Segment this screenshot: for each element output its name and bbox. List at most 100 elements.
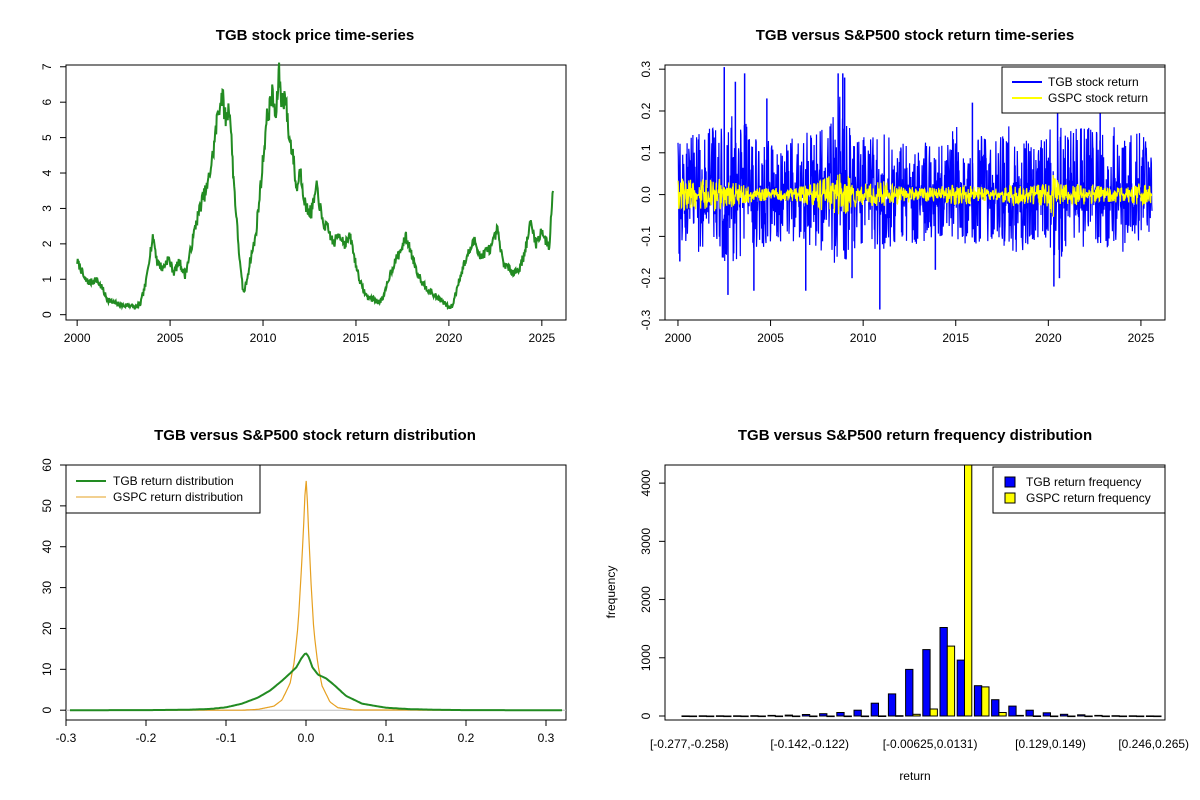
- histogram-bar-gspc: [895, 715, 904, 717]
- price-x-tick-label: 2015: [343, 331, 370, 345]
- returns-x-tick-label: 2010: [850, 331, 877, 345]
- density-y-tick-label: 60: [40, 458, 54, 472]
- density-y-tick-label: 10: [40, 662, 54, 676]
- price-y-tick-label: 5: [40, 134, 54, 141]
- returns-series-tgb: [677, 96, 1153, 263]
- density-x-tick-label: 0.2: [458, 731, 475, 745]
- histogram-bar-gspc: [826, 715, 835, 718]
- density-x-tick-label: 0.0: [298, 731, 315, 745]
- x-axis-label-histogram: return: [899, 769, 930, 783]
- plot-frame-histogram: [664, 464, 1166, 721]
- price-x-tick-label: 2020: [436, 331, 463, 345]
- histogram-bar-tgb: [1025, 709, 1034, 717]
- panel-returns-chart: TGB versus S&P500 stock return time-seri…: [639, 27, 1166, 345]
- histogram-bar-gspc: [1101, 715, 1110, 718]
- price-y-tick-label: 3: [40, 205, 54, 212]
- returns-x-tick-label: 2020: [1035, 331, 1062, 345]
- histogram-bar-gspc: [1032, 715, 1042, 718]
- histogram-bar-gspc: [912, 713, 921, 717]
- histogram-bar-gspc: [740, 715, 749, 718]
- histogram-bar-tgb: [681, 715, 690, 718]
- histogram-bar-tgb: [973, 685, 983, 717]
- histogram-bar-tgb: [956, 659, 966, 717]
- histogram-x-tick-label: [-0.277,-0.258): [650, 737, 729, 751]
- chart-title-density: TGB versus S&P500 stock return distribut…: [154, 427, 476, 444]
- returns-x-tick-label: 2005: [757, 331, 784, 345]
- histogram-bar-tgb: [1077, 714, 1086, 717]
- histogram-bar-tgb: [905, 668, 914, 717]
- legend-returns: TGB stock return GSPC stock return: [1001, 66, 1166, 114]
- returns-series-gspc: [677, 173, 1153, 217]
- density-y-tick-label: 40: [40, 540, 54, 554]
- returns-y-tick-label: 0.0: [639, 186, 653, 203]
- price-y-tick-label: 0: [40, 311, 54, 318]
- returns-y-tick-label: -0.1: [639, 226, 653, 247]
- histogram-bar-gspc: [1153, 715, 1162, 718]
- histogram-bar-gspc: [1067, 715, 1076, 718]
- histogram-bar-gspc: [723, 715, 732, 718]
- histogram-bar-tgb: [1111, 715, 1120, 717]
- legend-box-returns: [1001, 66, 1166, 114]
- histogram-bar-gspc: [1136, 715, 1145, 718]
- price-y-tick-label: 4: [40, 169, 54, 176]
- histogram-bar-gspc: [1118, 715, 1128, 718]
- histogram-bar-gspc: [964, 464, 973, 717]
- histogram-bar-tgb: [1008, 705, 1017, 717]
- returns-x-tick-label: 2025: [1128, 331, 1155, 345]
- density-series-gspc: [70, 480, 562, 711]
- returns-x-tick-label: 2015: [942, 331, 969, 345]
- chart-title-price: TGB stock price time-series: [216, 27, 414, 44]
- histogram-y-tick-label: 1000: [639, 644, 653, 671]
- returns-x-tick-label: 2000: [665, 331, 692, 345]
- histogram-bar-gspc: [809, 715, 818, 718]
- density-series-tgb: [70, 652, 562, 712]
- legend-swatch-gspc-frequency: [1004, 492, 1016, 504]
- histogram-bar-tgb: [784, 714, 794, 717]
- density-y-tick-label: 30: [40, 581, 54, 595]
- price-y-tick-label: 2: [40, 240, 54, 247]
- legend-swatch-tgb-frequency: [1004, 476, 1016, 488]
- histogram-bar-gspc: [706, 715, 715, 718]
- histogram-bar-tgb: [922, 649, 931, 717]
- density-x-tick-label: -0.1: [216, 731, 237, 745]
- density-x-tick-label: -0.2: [136, 731, 157, 745]
- histogram-x-tick-label: [-0.142,-0.122): [770, 737, 849, 751]
- density-y-tick-label: 50: [40, 499, 54, 513]
- histogram-x-tick-label: [-0.00625,0.0131): [883, 737, 978, 751]
- histogram-bar-tgb: [801, 714, 811, 717]
- histogram-x-tick-label: [0.246,0.265): [1118, 737, 1189, 751]
- histogram-bar-gspc: [757, 715, 766, 718]
- histogram-bar-tgb: [853, 709, 862, 717]
- legend-label-tgb-return: TGB stock return: [1048, 75, 1139, 89]
- histogram-y-tick-label: 4000: [639, 469, 653, 496]
- histogram-bar-tgb: [715, 715, 725, 717]
- density-y-tick-label: 0: [40, 707, 54, 714]
- histogram-bar-gspc: [1050, 715, 1059, 718]
- histogram-x-tick-label: [0.129,0.149): [1015, 737, 1086, 751]
- histogram-bar-gspc: [1084, 715, 1093, 718]
- returns-y-tick-label: 0.2: [639, 102, 653, 119]
- legend-label-tgb-distribution: TGB return distribution: [113, 474, 234, 488]
- histogram-bar-tgb: [939, 627, 948, 717]
- histogram-bar-gspc: [981, 686, 990, 717]
- histogram-bar-gspc: [774, 715, 784, 718]
- returns-y-tick-label: -0.2: [639, 268, 653, 289]
- histogram-bar-tgb: [870, 702, 880, 717]
- histogram-y-tick-label: 0: [639, 712, 653, 719]
- legend-label-tgb-frequency: TGB return frequency: [1026, 475, 1141, 489]
- panel-price-chart: TGB stock price time-series 2000 2005 2010…: [40, 27, 567, 345]
- legend-histogram: TGB return frequency GSPC return frequen…: [992, 466, 1166, 514]
- histogram-bar-tgb: [733, 715, 742, 717]
- histogram-y-tick-label: 3000: [639, 528, 653, 555]
- price-x-tick-label: 2000: [64, 331, 91, 345]
- plot-frame-returns: [664, 64, 1166, 321]
- price-series-line: [76, 62, 554, 311]
- histogram-bar-gspc: [946, 645, 956, 717]
- histogram-bar-gspc: [792, 715, 801, 718]
- y-axis-label-histogram: frequency: [604, 566, 618, 619]
- price-x-tick-label: 2010: [250, 331, 277, 345]
- histogram-bar-gspc: [998, 712, 1007, 717]
- histogram-bar-tgb: [1128, 715, 1137, 717]
- density-y-tick-label: 20: [40, 621, 54, 635]
